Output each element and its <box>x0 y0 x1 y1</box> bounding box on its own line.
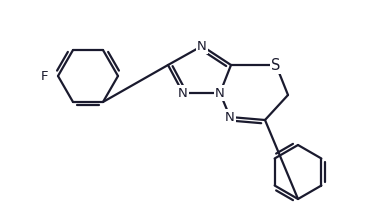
Text: N: N <box>197 40 207 52</box>
Text: N: N <box>178 86 188 100</box>
Text: N: N <box>215 86 225 100</box>
Text: N: N <box>225 110 235 123</box>
Text: S: S <box>271 58 281 73</box>
Text: F: F <box>41 70 49 83</box>
